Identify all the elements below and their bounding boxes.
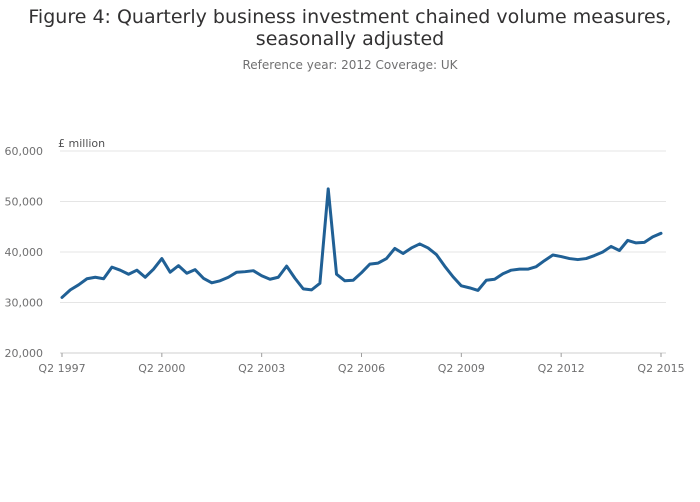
data-point <box>310 288 313 291</box>
data-point <box>460 284 463 287</box>
data-point <box>526 268 529 271</box>
data-point <box>560 255 563 258</box>
data-point <box>135 269 138 272</box>
data-point <box>343 279 346 282</box>
data-point <box>468 286 471 289</box>
data-point <box>244 270 247 273</box>
x-tick-label: Q2 2015 <box>637 362 684 375</box>
x-tick-label: Q2 2006 <box>338 362 385 375</box>
x-tick-label: Q2 2000 <box>138 362 185 375</box>
x-tick-label: Q2 2009 <box>438 362 485 375</box>
data-point <box>202 277 205 280</box>
data-point <box>318 282 321 285</box>
data-point <box>77 283 80 286</box>
data-point <box>593 254 596 257</box>
data-point <box>268 278 271 281</box>
data-point <box>160 257 163 260</box>
data-point <box>510 269 513 272</box>
data-point <box>94 276 97 279</box>
data-point <box>551 254 554 257</box>
data-point <box>277 276 280 279</box>
data-point <box>660 232 663 235</box>
data-point <box>235 271 238 274</box>
data-point <box>568 257 571 260</box>
data-point <box>410 246 413 249</box>
data-point <box>102 277 105 280</box>
data-point <box>177 264 180 267</box>
data-point <box>443 265 446 268</box>
data-point <box>327 187 330 190</box>
data-point <box>335 273 338 276</box>
data-point <box>119 269 122 272</box>
data-point <box>385 257 388 260</box>
data-point <box>219 279 222 282</box>
data-point <box>626 239 629 242</box>
data-point <box>576 258 579 261</box>
data-point <box>618 249 621 252</box>
data-point <box>61 296 64 299</box>
series-group <box>60 187 663 299</box>
data-point <box>144 276 147 279</box>
data-point <box>427 246 430 249</box>
data-point <box>368 263 371 266</box>
data-point <box>418 242 421 245</box>
data-point <box>194 268 197 271</box>
data-point <box>435 253 438 256</box>
data-point <box>393 247 396 250</box>
y-tick-label: 60,000 <box>5 145 44 158</box>
data-point <box>518 268 521 271</box>
data-point <box>127 273 130 276</box>
data-point <box>302 287 305 290</box>
data-point <box>352 279 355 282</box>
data-point <box>493 278 496 281</box>
data-point <box>535 265 538 268</box>
data-point <box>377 262 380 265</box>
data-point <box>501 272 504 275</box>
data-point <box>651 235 654 238</box>
data-point <box>227 276 230 279</box>
y-tick-label: 20,000 <box>5 347 44 360</box>
data-point <box>610 245 613 248</box>
y-tick-label: 30,000 <box>5 297 44 310</box>
data-point <box>169 271 172 274</box>
y-axis-unit-label: £ million <box>58 137 105 150</box>
chart-title-line-2: seasonally adjusted <box>255 28 445 50</box>
data-point <box>452 275 455 278</box>
series-line <box>60 187 663 299</box>
chart-title-line-1: Figure 4: Quarterly business investment … <box>28 6 672 28</box>
data-point <box>585 257 588 260</box>
y-tick-label: 40,000 <box>5 246 44 259</box>
data-point <box>210 281 213 284</box>
x-tick-label: Q2 2003 <box>238 362 285 375</box>
data-point <box>476 289 479 292</box>
data-point <box>110 266 113 269</box>
data-point <box>643 241 646 244</box>
chart-title: Figure 4: Quarterly business investment … <box>0 6 700 50</box>
data-point <box>152 268 155 271</box>
data-point <box>185 272 188 275</box>
x-tick-label: Q2 1997 <box>38 362 85 375</box>
data-point <box>485 279 488 282</box>
axes: 20,000 30,000 40,000 50,000 60,000 Q2 1997 Q2 … <box>5 145 685 375</box>
x-tick-label: Q2 2012 <box>538 362 585 375</box>
data-point <box>543 259 546 262</box>
data-point <box>252 269 255 272</box>
gridlines <box>60 150 666 303</box>
data-point <box>85 277 88 280</box>
data-point <box>69 288 72 291</box>
data-point <box>285 265 288 268</box>
chart-subtitle: Reference year: 2012 Coverage: UK <box>242 58 458 72</box>
data-point <box>293 277 296 280</box>
data-point <box>635 241 638 244</box>
data-point <box>402 252 405 255</box>
data-point <box>601 251 604 254</box>
data-point <box>260 274 263 277</box>
data-point <box>360 271 363 274</box>
y-tick-label: 50,000 <box>5 196 44 209</box>
